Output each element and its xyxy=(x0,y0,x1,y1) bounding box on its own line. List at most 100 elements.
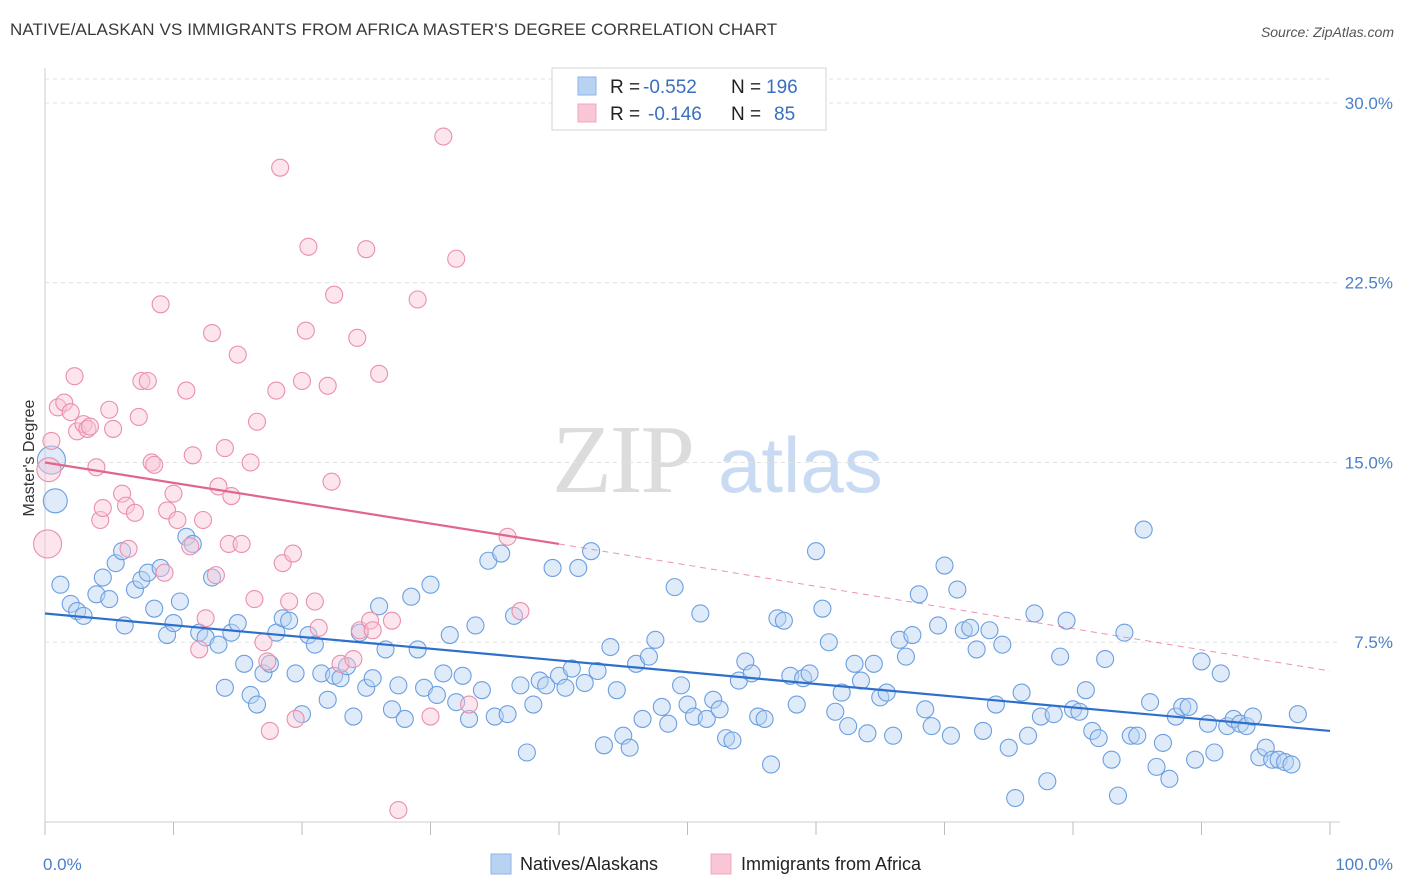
x-tick-label-start: 0.0% xyxy=(43,855,82,874)
data-point xyxy=(1108,786,1128,805)
data-point xyxy=(472,681,491,700)
series-legend: Natives/Alaskans Immigrants from Africa xyxy=(490,853,922,875)
data-point xyxy=(228,345,247,364)
data-point xyxy=(271,158,290,177)
data-point xyxy=(267,381,286,400)
data-point xyxy=(36,457,62,483)
data-point xyxy=(170,592,189,611)
data-point xyxy=(704,690,723,709)
data-point xyxy=(299,237,318,256)
data-point xyxy=(215,678,234,697)
data-point xyxy=(215,439,234,458)
data-point xyxy=(357,240,376,259)
data-point xyxy=(691,604,710,623)
data-point xyxy=(1153,733,1172,752)
legend-n-value-1: 196 xyxy=(766,77,798,98)
data-point xyxy=(1096,649,1115,669)
data-point xyxy=(125,503,144,522)
data-point xyxy=(145,599,164,618)
data-point xyxy=(132,570,151,589)
data-point xyxy=(1057,611,1076,630)
data-point xyxy=(434,664,453,683)
data-point xyxy=(168,510,187,530)
tick-labels: 7.5% 15.0% 22.5% 30.0% 0.0% 100.0% xyxy=(43,94,1393,874)
data-point xyxy=(164,484,183,503)
data-point xyxy=(190,640,209,659)
data-point xyxy=(1076,681,1095,700)
data-point xyxy=(145,455,164,474)
data-point xyxy=(896,647,916,666)
data-point xyxy=(296,321,315,340)
data-point xyxy=(832,683,851,702)
data-point xyxy=(800,664,819,683)
data-point xyxy=(1186,750,1205,769)
data-point xyxy=(78,419,97,438)
data-point xyxy=(543,558,562,577)
data-point xyxy=(260,721,279,740)
data-point xyxy=(864,654,883,673)
data-point xyxy=(305,635,324,654)
data-point xyxy=(922,717,941,736)
data-point xyxy=(241,453,260,472)
data-point xyxy=(370,364,389,383)
data-point xyxy=(245,590,264,609)
data-point xyxy=(434,127,453,146)
data-point xyxy=(1115,623,1134,642)
data-point xyxy=(601,637,620,657)
data-point xyxy=(196,609,215,628)
data-point xyxy=(659,714,678,733)
legend-natives-alaskans: Natives/Alaskans xyxy=(520,854,658,874)
data-point xyxy=(1012,683,1031,702)
data-point xyxy=(177,527,196,546)
data-point xyxy=(183,446,202,465)
data-point xyxy=(155,563,174,582)
data-point xyxy=(524,695,543,714)
data-point xyxy=(1179,697,1198,717)
data-point xyxy=(569,558,588,577)
data-point xyxy=(1102,750,1121,769)
data-point xyxy=(61,403,80,422)
axes xyxy=(44,68,1340,835)
data-point xyxy=(305,592,324,611)
data-point xyxy=(395,709,414,728)
legend-n-label-2: N = xyxy=(731,104,761,125)
immigrants-africa-points xyxy=(33,127,530,820)
data-point xyxy=(42,488,68,514)
data-point xyxy=(235,654,254,673)
data-point xyxy=(447,249,466,268)
data-point xyxy=(247,412,267,431)
bottom-swatch-blue xyxy=(490,853,512,875)
data-point xyxy=(492,544,511,563)
data-point xyxy=(93,498,112,518)
data-point xyxy=(929,616,948,635)
data-point xyxy=(884,726,903,745)
data-point xyxy=(241,685,260,705)
legend-r-label-1: R = xyxy=(610,77,640,98)
data-point xyxy=(206,566,225,585)
data-point xyxy=(203,324,222,343)
data-point xyxy=(607,681,626,700)
data-point xyxy=(1205,743,1224,762)
data-point xyxy=(839,717,858,736)
data-point xyxy=(389,676,408,695)
data-point xyxy=(389,800,408,820)
stats-legend: R = -0.552 N = 196 R = -0.146 N = 85 xyxy=(551,67,827,131)
natives-alaskans-points xyxy=(36,445,1307,808)
data-point xyxy=(344,649,363,669)
data-point xyxy=(517,743,536,762)
data-point xyxy=(1198,714,1217,733)
legend-swatch-blue xyxy=(577,76,597,96)
data-point xyxy=(961,618,980,637)
y-tick-label: 15.0% xyxy=(1345,453,1393,472)
data-point xyxy=(1243,707,1262,726)
data-point xyxy=(639,647,659,666)
trend-line-africa-extension xyxy=(558,543,1331,672)
y-axis-label: Master's Degree xyxy=(21,399,38,516)
data-point xyxy=(283,544,303,563)
data-point xyxy=(402,587,421,606)
data-point xyxy=(723,731,742,750)
data-point xyxy=(125,580,144,599)
data-point xyxy=(325,285,344,304)
data-point xyxy=(382,611,402,630)
